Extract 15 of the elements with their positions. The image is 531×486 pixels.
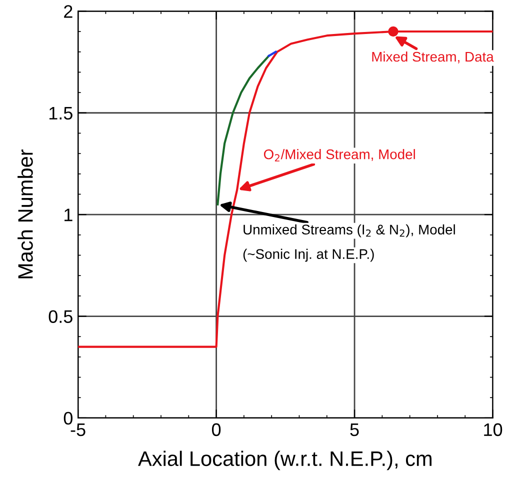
x-tick-label: 5 bbox=[350, 423, 359, 436]
y-tick-label: 0 bbox=[64, 412, 72, 425]
annotation: O$_{2}$/Mixed Stream, Model bbox=[264, 149, 415, 162]
x-tick-label: 0 bbox=[212, 423, 221, 436]
y-tick-label: 2 bbox=[64, 5, 72, 18]
y-tick-label: 1.5 bbox=[49, 106, 72, 120]
y-tick-label: 0.5 bbox=[48, 310, 72, 323]
x-tick-label: 10 bbox=[484, 423, 502, 436]
x-axis-title: Axial Location (w.r.t. N.E.P.), cm bbox=[138, 450, 432, 470]
annotation: Mixed Stream, Data bbox=[372, 51, 494, 64]
y-axis-title: Mach Number bbox=[18, 149, 33, 278]
x-tick-label: -5 bbox=[70, 423, 86, 436]
annotation: Unmixed Streams (I$_{2}$ & N$_{2}$), Model bbox=[244, 224, 455, 238]
annotation: (~Sonic Inj. at N.E.P.) bbox=[243, 248, 374, 262]
y-tick-label: 1 bbox=[64, 208, 72, 222]
